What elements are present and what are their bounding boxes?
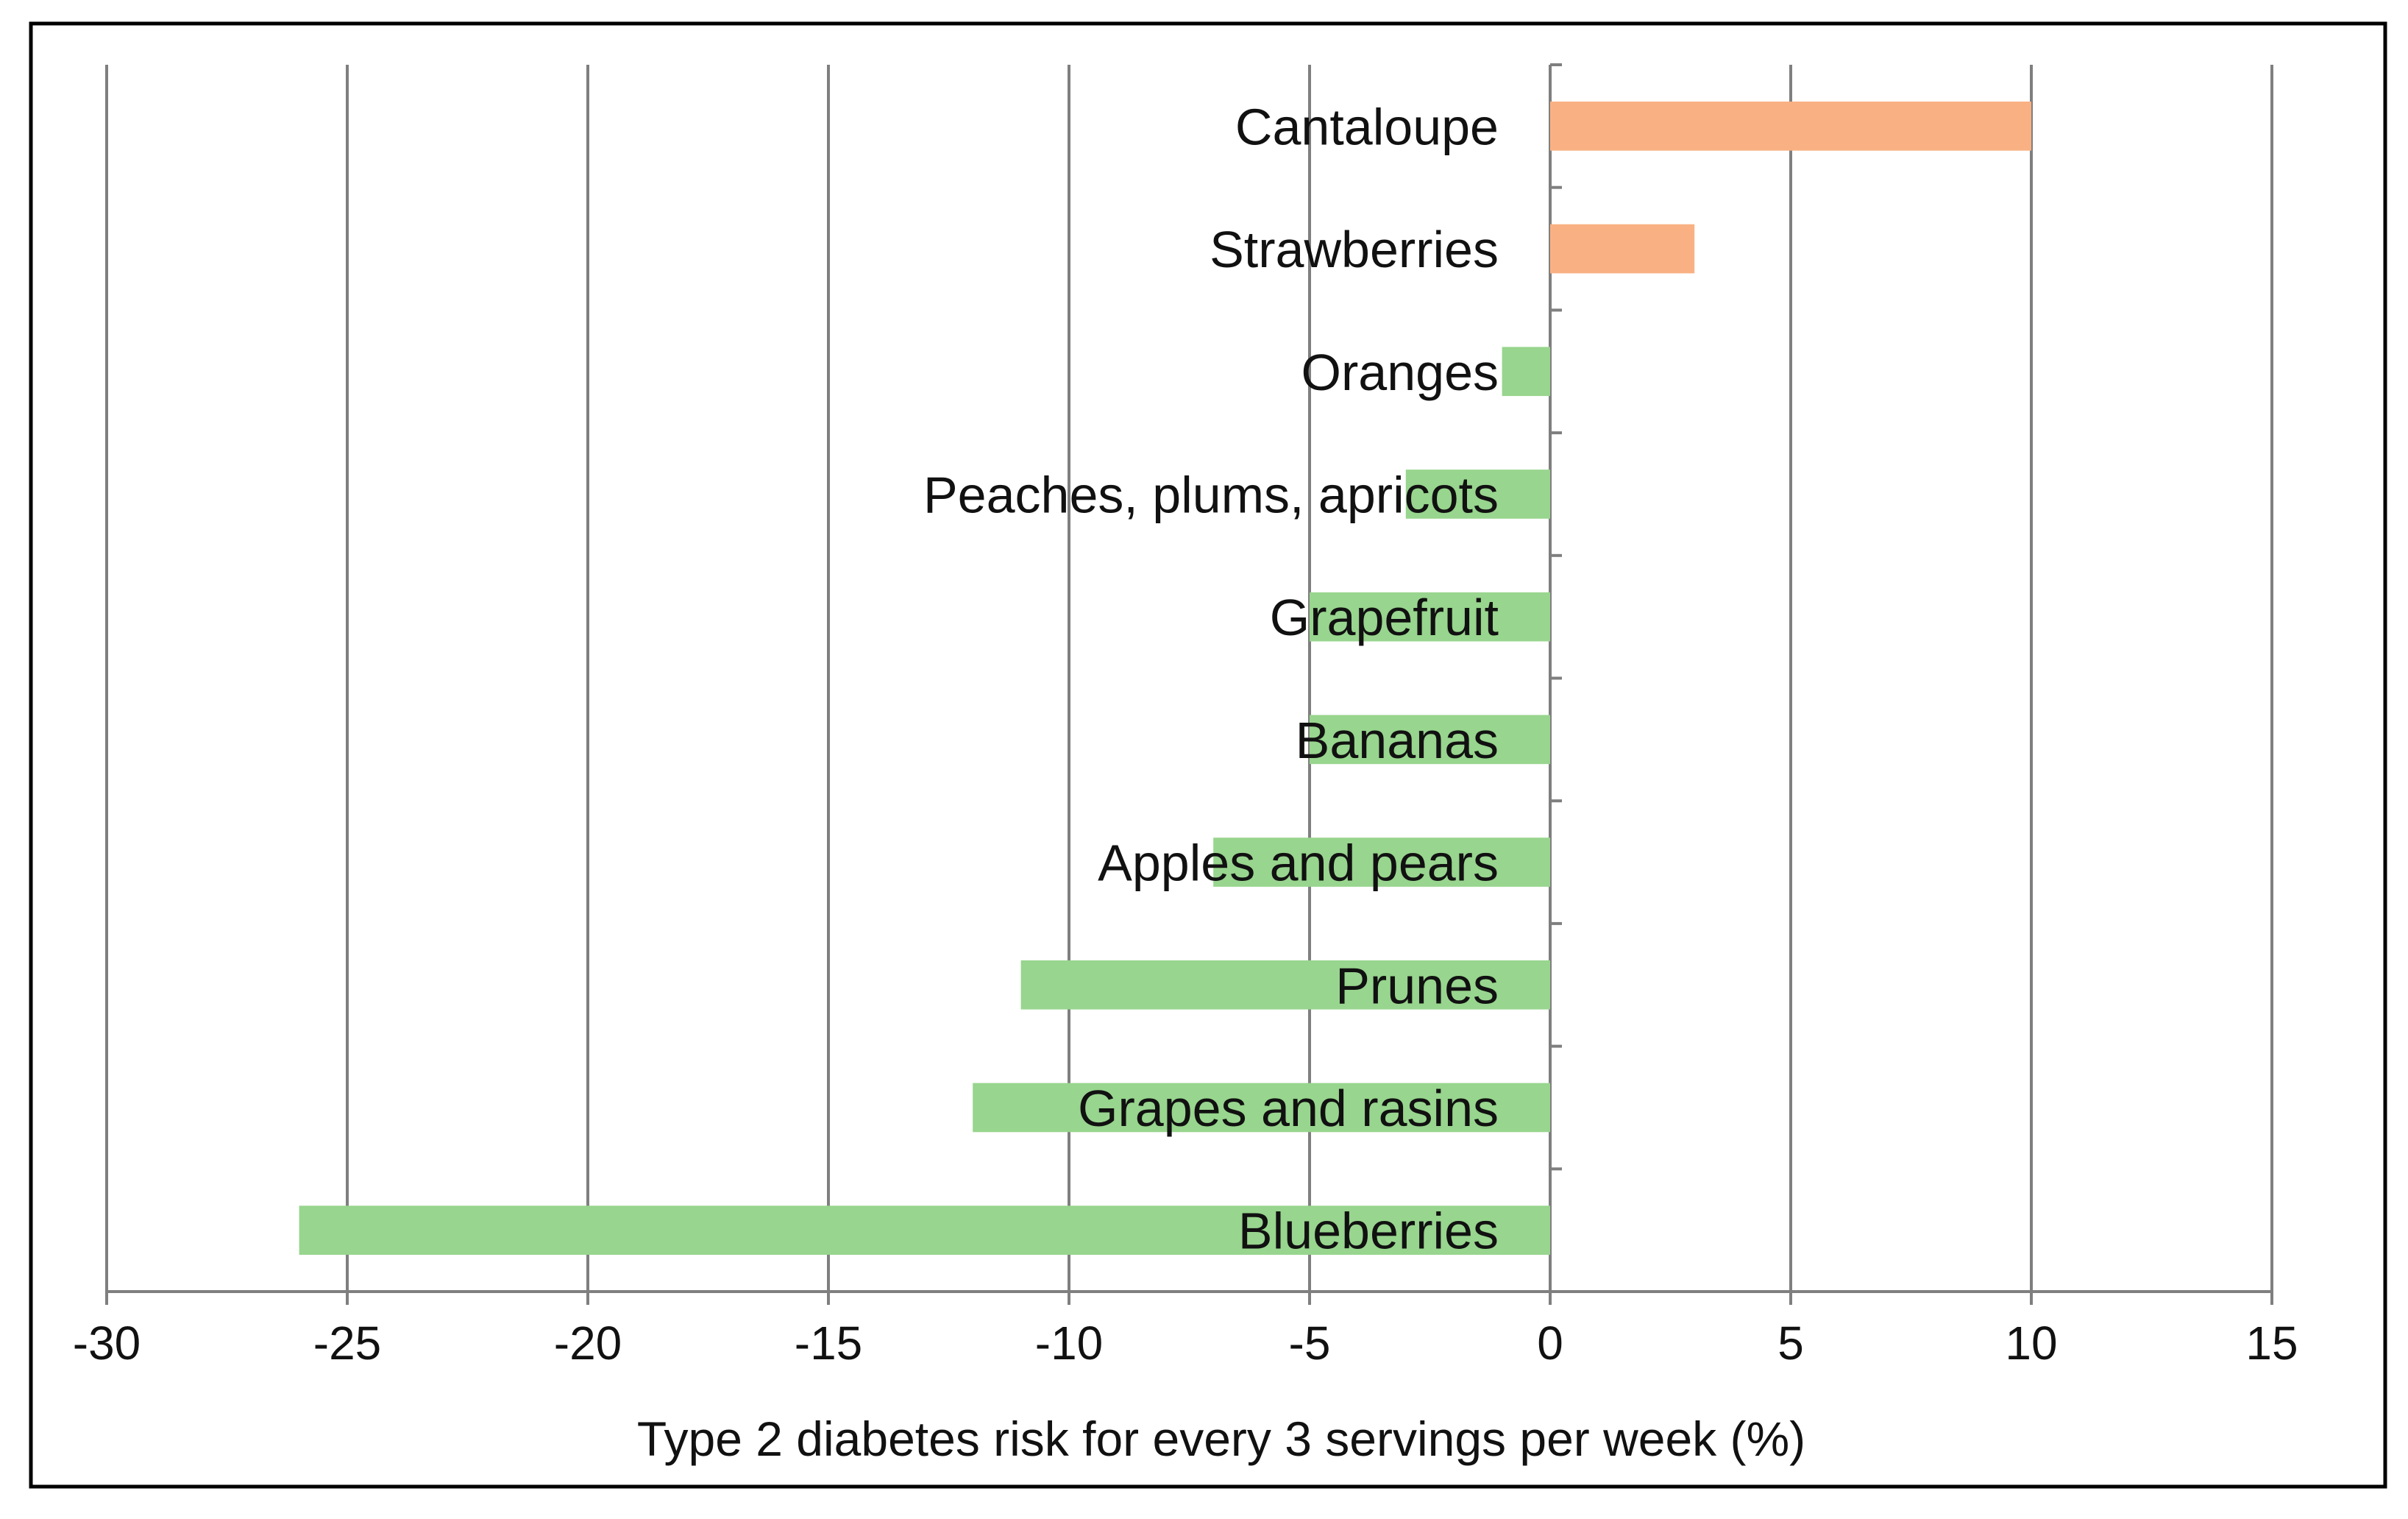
bar	[973, 1083, 1550, 1133]
x-tick-label: 10	[2005, 1317, 2057, 1370]
bar	[1550, 224, 1695, 274]
category-label: Apples and pears	[1098, 835, 1499, 892]
bar	[299, 1205, 1551, 1255]
category-label: Cantaloupe	[1235, 98, 1499, 155]
x-tick-label: -20	[554, 1317, 622, 1370]
bar	[1550, 102, 2031, 151]
x-tick-label: 15	[2245, 1317, 2298, 1370]
bars	[299, 102, 2031, 1255]
bar	[1405, 470, 1550, 519]
x-tick-label: -25	[313, 1317, 382, 1370]
x-tick-label: 0	[1537, 1317, 1563, 1370]
category-label: Blueberries	[1238, 1203, 1499, 1260]
bar	[1310, 715, 1550, 765]
category-label: Oranges	[1301, 344, 1499, 401]
bar	[1310, 592, 1550, 642]
x-tick-label: -10	[1035, 1317, 1104, 1370]
x-tick-labels: -30 -25 -20 -15 -10 -5 0 5 10 15	[73, 1317, 2298, 1370]
category-label: Strawberries	[1210, 221, 1499, 278]
category-label: Bananas	[1296, 712, 1499, 769]
x-tick-label: -5	[1289, 1317, 1331, 1370]
x-tick-label: -15	[795, 1317, 863, 1370]
x-axis-title: Type 2 diabetes risk for every 3 serving…	[637, 1412, 1805, 1466]
bar	[1020, 960, 1550, 1010]
bar	[1502, 347, 1550, 397]
category-labels: Cantaloupe Strawberries Oranges Peaches, pl…	[923, 98, 1499, 1259]
category-label: Grapes and rasins	[1078, 1080, 1499, 1137]
x-tick-label: -30	[73, 1317, 141, 1370]
category-label: Prunes	[1335, 957, 1499, 1014]
category-label: Peaches, plums, apricots	[923, 466, 1499, 523]
x-tick-label: 5	[1777, 1317, 1804, 1370]
category-label: Grapefruit	[1270, 589, 1499, 646]
bar	[1213, 838, 1550, 887]
